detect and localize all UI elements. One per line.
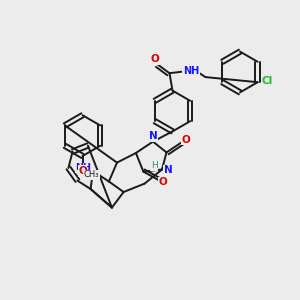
Text: NH: NH [75, 164, 91, 172]
Text: O: O [181, 135, 190, 145]
Text: N: N [164, 165, 172, 176]
Text: N: N [148, 131, 158, 141]
Text: CH₃: CH₃ [84, 170, 99, 179]
Text: O: O [158, 177, 167, 188]
Text: O: O [151, 54, 160, 64]
Text: O: O [78, 166, 87, 176]
Text: Cl: Cl [261, 76, 272, 86]
Text: H: H [151, 161, 158, 170]
Text: NH: NH [183, 66, 199, 76]
